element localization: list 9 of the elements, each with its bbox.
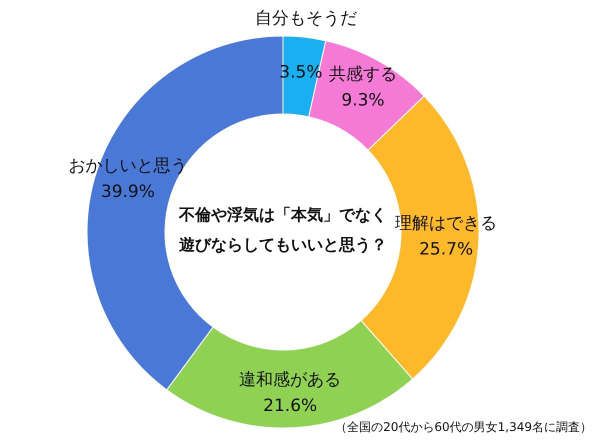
data-label: 9.3%: [341, 90, 385, 111]
text: 不倫や浮気は「本気」でなく遊びならしてもいいと思う？: [178, 205, 387, 254]
slice-label: 自分もそうだ: [255, 8, 358, 28]
slice-label: 共感する: [328, 64, 397, 85]
text: （全国の20代から60代の男女1,349名に調査）: [335, 420, 592, 434]
slice-label: 違和感がある: [239, 370, 342, 390]
data-label: 21.6%: [263, 396, 318, 416]
data-label: 25.7%: [419, 240, 474, 260]
data-label: 39.9%: [100, 182, 155, 202]
